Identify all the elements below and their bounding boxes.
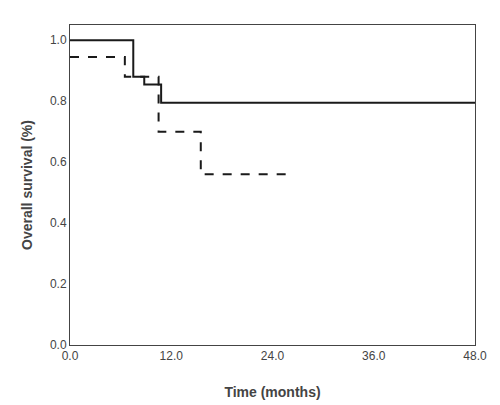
svg-text:0.0: 0.0: [62, 349, 79, 363]
svg-text:0.0: 0.0: [50, 338, 67, 352]
svg-text:Time (months): Time (months): [224, 384, 320, 400]
svg-text:48.0: 48.0: [463, 349, 487, 363]
svg-text:0.6: 0.6: [50, 155, 67, 169]
svg-text:36.0: 36.0: [362, 349, 386, 363]
svg-text:Overall survival (%): Overall survival (%): [19, 120, 35, 250]
svg-text:12.0: 12.0: [160, 349, 184, 363]
svg-text:24.0: 24.0: [261, 349, 285, 363]
svg-text:0.4: 0.4: [50, 216, 67, 230]
svg-text:0.2: 0.2: [50, 277, 67, 291]
svg-text:0.8: 0.8: [50, 94, 67, 108]
svg-text:1.0: 1.0: [50, 33, 67, 47]
